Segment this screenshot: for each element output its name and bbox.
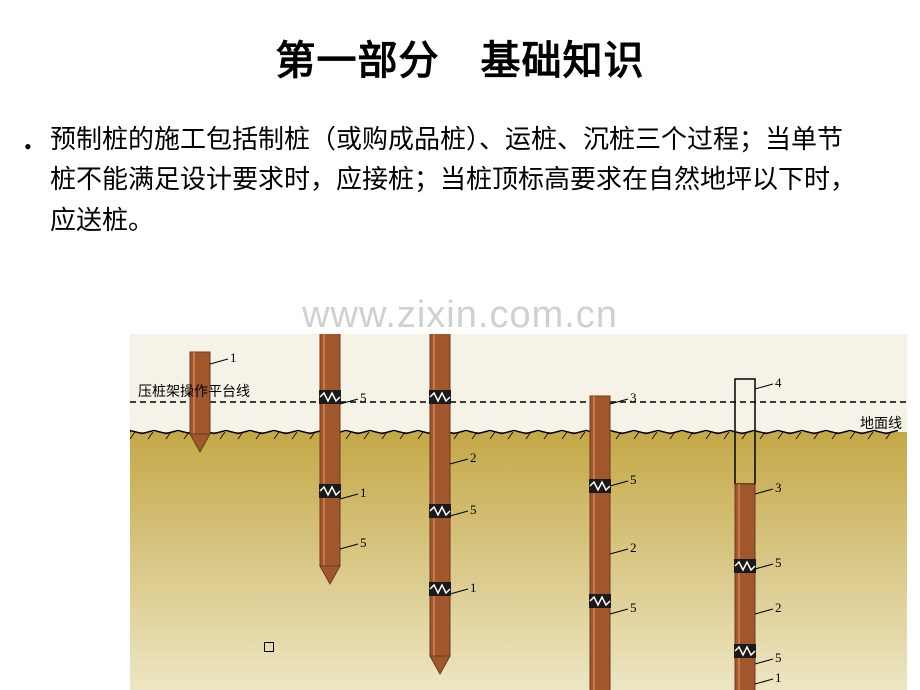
svg-text:5: 5 [775, 650, 782, 665]
pile-diagram: 1251532513525435251 压桩架操作平台线 地面线 [130, 334, 907, 690]
bullet-text-content: 预制桩的施工包括制桩（或购成品桩）、运桩、沉桩三个过程；当单节桩不能满足设计要求… [50, 125, 856, 235]
svg-text:1: 1 [230, 350, 237, 365]
svg-text:5: 5 [470, 502, 477, 517]
svg-text:5: 5 [360, 390, 367, 405]
svg-text:压桩架操作平台线: 压桩架操作平台线 [138, 383, 250, 400]
svg-text:1: 1 [470, 580, 477, 595]
small-marker-box [264, 642, 274, 652]
bullet-marker: • [24, 130, 32, 164]
page-title: 第一部分 基础知识 [0, 0, 920, 110]
pile-diagram-svg: 1251532513525435251 压桩架操作平台线 地面线 [130, 334, 907, 690]
content-paragraph: • 预制桩的施工包括制桩（或购成品桩）、运桩、沉桩三个过程；当单节桩不能满足设计… [0, 110, 920, 241]
svg-text:3: 3 [775, 480, 782, 495]
svg-text:5: 5 [630, 600, 637, 615]
svg-text:2: 2 [775, 600, 782, 615]
svg-text:5: 5 [775, 555, 782, 570]
svg-text:1: 1 [775, 670, 782, 685]
svg-text:3: 3 [630, 390, 637, 405]
svg-text:2: 2 [470, 450, 477, 465]
svg-text:4: 4 [775, 375, 782, 390]
svg-text:5: 5 [360, 535, 367, 550]
svg-text:2: 2 [630, 540, 637, 555]
svg-text:地面线: 地面线 [860, 416, 902, 432]
svg-text:1: 1 [360, 485, 367, 500]
svg-text:5: 5 [630, 472, 637, 487]
watermark: www.zixin.com.cn [302, 294, 618, 337]
